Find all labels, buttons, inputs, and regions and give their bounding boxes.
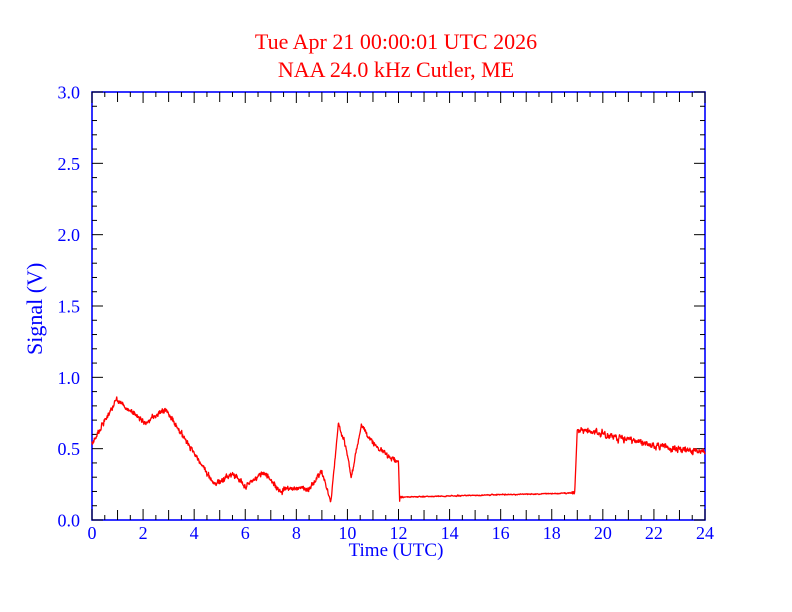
- svg-text:14: 14: [441, 523, 459, 543]
- svg-text:1.0: 1.0: [58, 368, 81, 388]
- svg-text:0: 0: [88, 523, 97, 543]
- svg-text:0.0: 0.0: [58, 511, 81, 531]
- svg-text:16: 16: [492, 523, 510, 543]
- svg-text:1.5: 1.5: [58, 297, 81, 317]
- svg-text:22: 22: [645, 523, 663, 543]
- svg-text:20: 20: [594, 523, 612, 543]
- svg-text:2.5: 2.5: [58, 154, 81, 174]
- svg-text:2.0: 2.0: [58, 225, 81, 245]
- svg-text:18: 18: [543, 523, 561, 543]
- svg-text:0.5: 0.5: [58, 439, 81, 459]
- svg-text:2: 2: [139, 523, 148, 543]
- svg-text:12: 12: [390, 523, 408, 543]
- svg-text:4: 4: [190, 523, 199, 543]
- svg-text:6: 6: [241, 523, 250, 543]
- svg-text:24: 24: [696, 523, 714, 543]
- svg-text:8: 8: [292, 523, 301, 543]
- svg-text:10: 10: [338, 523, 356, 543]
- svg-text:3.0: 3.0: [58, 83, 81, 103]
